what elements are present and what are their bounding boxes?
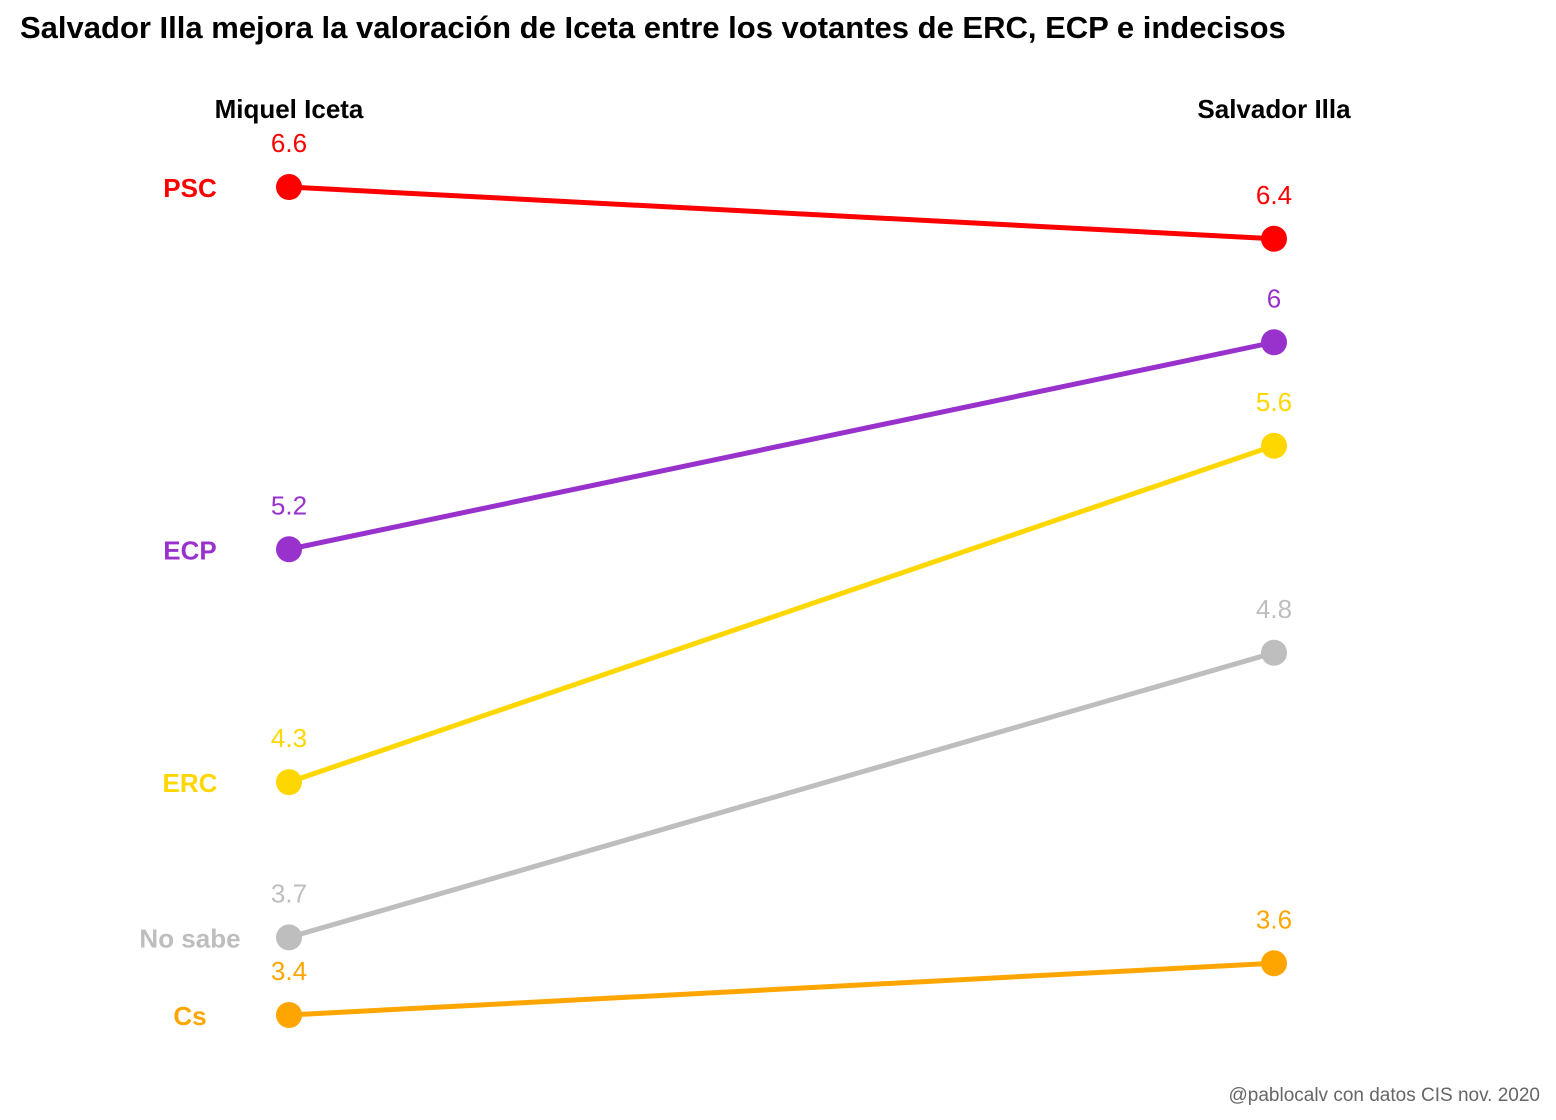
series-erc: 4.3 5.6 ERC — [163, 387, 1293, 798]
data-label-no-sabe-iceta: 3.7 — [271, 878, 307, 908]
data-label-cs-iceta: 3.4 — [271, 956, 307, 986]
series-name-psc: PSC — [163, 173, 217, 203]
data-point-no-sabe-iceta — [276, 924, 302, 951]
data-label-ecp-illa: 6 — [1267, 283, 1281, 313]
series-line-erc — [286, 443, 1277, 785]
series-line-cs — [286, 960, 1277, 1018]
series-name-ecp: ECP — [163, 535, 216, 565]
series-line-psc — [286, 184, 1277, 242]
data-point-ecp-iceta — [276, 536, 302, 563]
data-point-cs-iceta — [276, 1002, 302, 1028]
data-label-erc-iceta: 4.3 — [271, 723, 307, 753]
data-point-psc-iceta — [276, 174, 302, 200]
column-header-right: Salvador Illa — [1197, 94, 1351, 124]
data-point-psc-illa — [1261, 225, 1287, 252]
series-name-cs: Cs — [173, 1001, 206, 1031]
data-point-erc-illa — [1261, 432, 1287, 459]
data-label-no-sabe-illa: 4.8 — [1256, 594, 1292, 624]
data-label-psc-illa: 6.4 — [1256, 180, 1292, 210]
chart-title: Salvador Illa mejora la valoración de Ic… — [20, 10, 1286, 45]
column-header-left: Miquel Iceta — [215, 94, 364, 124]
chart-caption: @pablocalv con datos CIS nov. 2020 — [1228, 1085, 1540, 1106]
data-label-ecp-iceta: 5.2 — [271, 490, 307, 520]
data-point-erc-iceta — [276, 769, 302, 796]
series-ecp: 5.2 6 ECP — [163, 283, 1287, 565]
data-point-no-sabe-illa — [1261, 639, 1287, 666]
series-cs: 3.4 3.6 Cs — [173, 904, 1292, 1031]
series-no-sabe: 3.7 4.8 No sabe — [139, 594, 1292, 954]
series-psc: 6.6 6.4 PSC — [163, 128, 1292, 252]
data-point-cs-illa — [1261, 950, 1287, 977]
series-line-ecp — [286, 339, 1277, 552]
series-name-no-sabe: No sabe — [139, 923, 240, 953]
data-point-ecp-illa — [1261, 329, 1287, 356]
data-label-psc-iceta: 6.6 — [271, 128, 307, 158]
series-line-no-sabe — [286, 650, 1277, 940]
data-label-cs-illa: 3.6 — [1256, 904, 1292, 934]
series-name-erc: ERC — [163, 768, 218, 798]
data-label-erc-illa: 5.6 — [1256, 387, 1292, 417]
